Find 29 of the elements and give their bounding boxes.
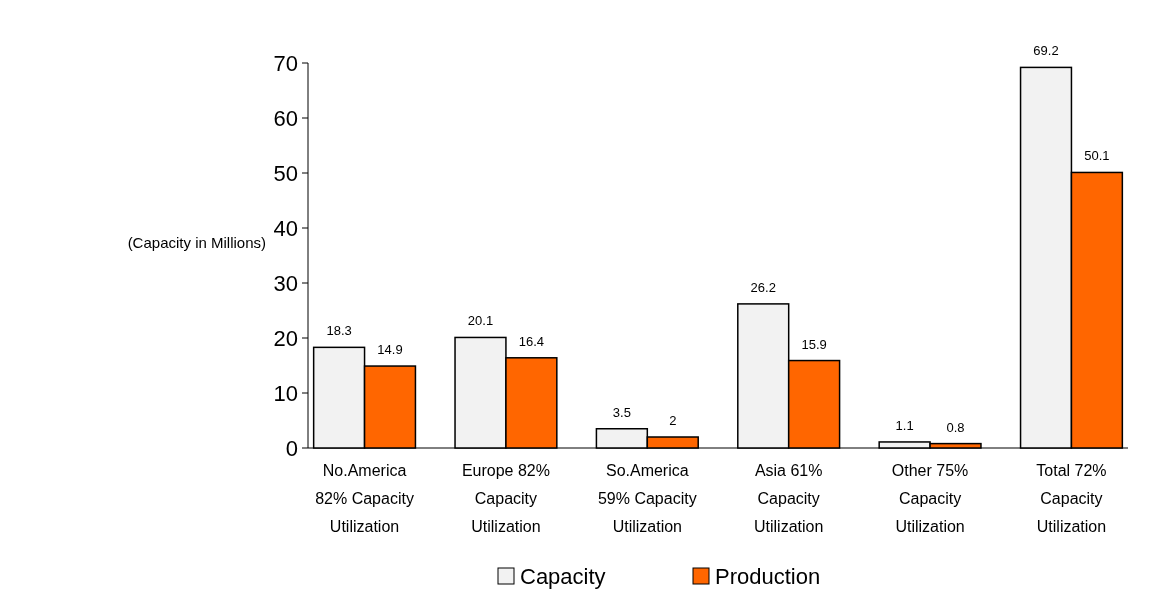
data-label: 50.1 — [1084, 148, 1110, 164]
data-label: 3.5 — [612, 404, 631, 420]
y-tick-label: 10 — [273, 380, 298, 406]
x-tick-label: So.America 59% Capacity Utilization — [597, 462, 697, 535]
data-label: 26.2 — [750, 279, 776, 295]
x-tick-label: Asia 61% Capacity Utilization — [754, 462, 824, 535]
y-tick-label: 40 — [273, 215, 298, 241]
x-tick-label: No.America 82% Capacity Utilization — [315, 462, 414, 535]
data-label: 0.8 — [946, 419, 965, 435]
y-axis-title: (Capacity in Millions) — [127, 234, 266, 251]
data-label: 1.1 — [895, 417, 914, 433]
x-tick-label: Other 75% Capacity Utilization — [891, 462, 969, 535]
data-label: 20.1 — [467, 313, 494, 329]
data-label: 14.9 — [377, 342, 403, 358]
x-tick-label: Europe 82% Capacity Utilization — [461, 462, 550, 535]
data-label: 2 — [669, 413, 677, 428]
legend-label: Production — [715, 564, 821, 589]
y-tick-label: 70 — [273, 50, 298, 76]
y-tick-label: 60 — [273, 105, 298, 131]
data-label: 16.4 — [518, 333, 545, 349]
data-label: 69.2 — [1033, 43, 1059, 59]
y-tick-label: 50 — [273, 160, 298, 186]
y-tick-label: 20 — [273, 325, 298, 351]
legend-label: Capacity — [520, 564, 606, 589]
data-label: 18.3 — [326, 323, 352, 339]
data-label: 15.9 — [801, 336, 827, 352]
y-tick-label: 30 — [273, 270, 298, 296]
y-tick-label: 0 — [285, 435, 298, 461]
x-tick-label: Total 72% Capacity Utilization — [1036, 462, 1107, 535]
